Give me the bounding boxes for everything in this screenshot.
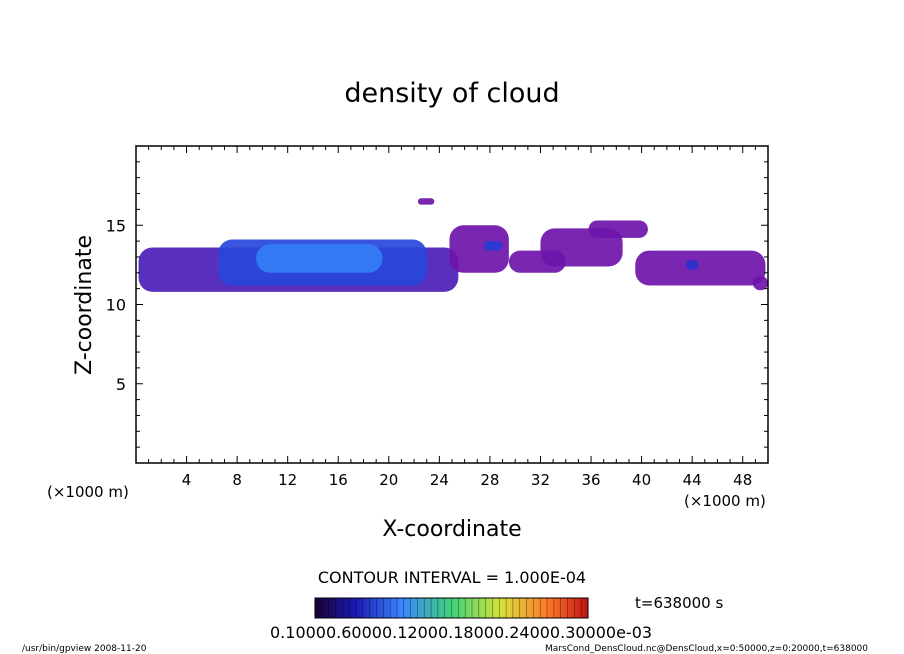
x-tick-label: 40 xyxy=(632,471,651,489)
footer-left: /usr/bin/gpview 2008-11-20 xyxy=(22,644,147,654)
y-tick-label: 15 xyxy=(106,216,126,235)
x-tick-label: 20 xyxy=(379,471,398,489)
cloud-region xyxy=(685,260,699,270)
x-unit-label-left: (×1000 m) xyxy=(47,483,129,501)
x-tick-label: 28 xyxy=(480,471,499,489)
colorbar xyxy=(314,597,589,619)
data-regions xyxy=(138,198,768,292)
x-tick-label: 12 xyxy=(278,471,297,489)
x-unit-label-right: (×1000 m) xyxy=(684,492,766,510)
x-tick-label: 44 xyxy=(683,471,702,489)
x-axis-title: X-coordinate xyxy=(382,517,521,542)
y-axis-title: Z-coordinate xyxy=(72,235,97,375)
cloud-region xyxy=(449,225,509,273)
footer-right: MarsCond_DensCloud.nc@DensCloud,x=0:5000… xyxy=(545,644,868,654)
cloud-region xyxy=(256,244,383,273)
cloud-region xyxy=(417,198,435,205)
x-tick-label: 4 xyxy=(182,471,192,489)
plot-frame xyxy=(135,145,769,464)
y-tick-label: 10 xyxy=(106,296,126,315)
cloud-region xyxy=(635,250,766,286)
y-tick-label: 5 xyxy=(116,375,126,394)
contour-interval-label: CONTOUR INTERVAL = 1.000E-04 xyxy=(318,568,586,587)
chart-title: density of cloud xyxy=(344,78,559,109)
cloud-region xyxy=(752,275,768,291)
x-tick-label: 24 xyxy=(430,471,449,489)
y-axis-ticks: 5 10 15 xyxy=(106,161,768,448)
x-tick-label: 36 xyxy=(581,471,600,489)
x-axis-ticks: 4 8 12 16 20 24 28 32 36 40 44 48 xyxy=(148,146,756,489)
x-tick-label: 48 xyxy=(733,471,752,489)
time-label: t=638000 s xyxy=(635,594,723,612)
x-tick-label: 32 xyxy=(531,471,550,489)
colorbar-labels: 0.10000.60000.12000.18000.24000.30000e-0… xyxy=(270,623,652,642)
x-tick-label: 16 xyxy=(329,471,348,489)
cloud-region xyxy=(588,220,648,238)
x-tick-label: 8 xyxy=(232,471,242,489)
cloud-region xyxy=(483,241,503,251)
